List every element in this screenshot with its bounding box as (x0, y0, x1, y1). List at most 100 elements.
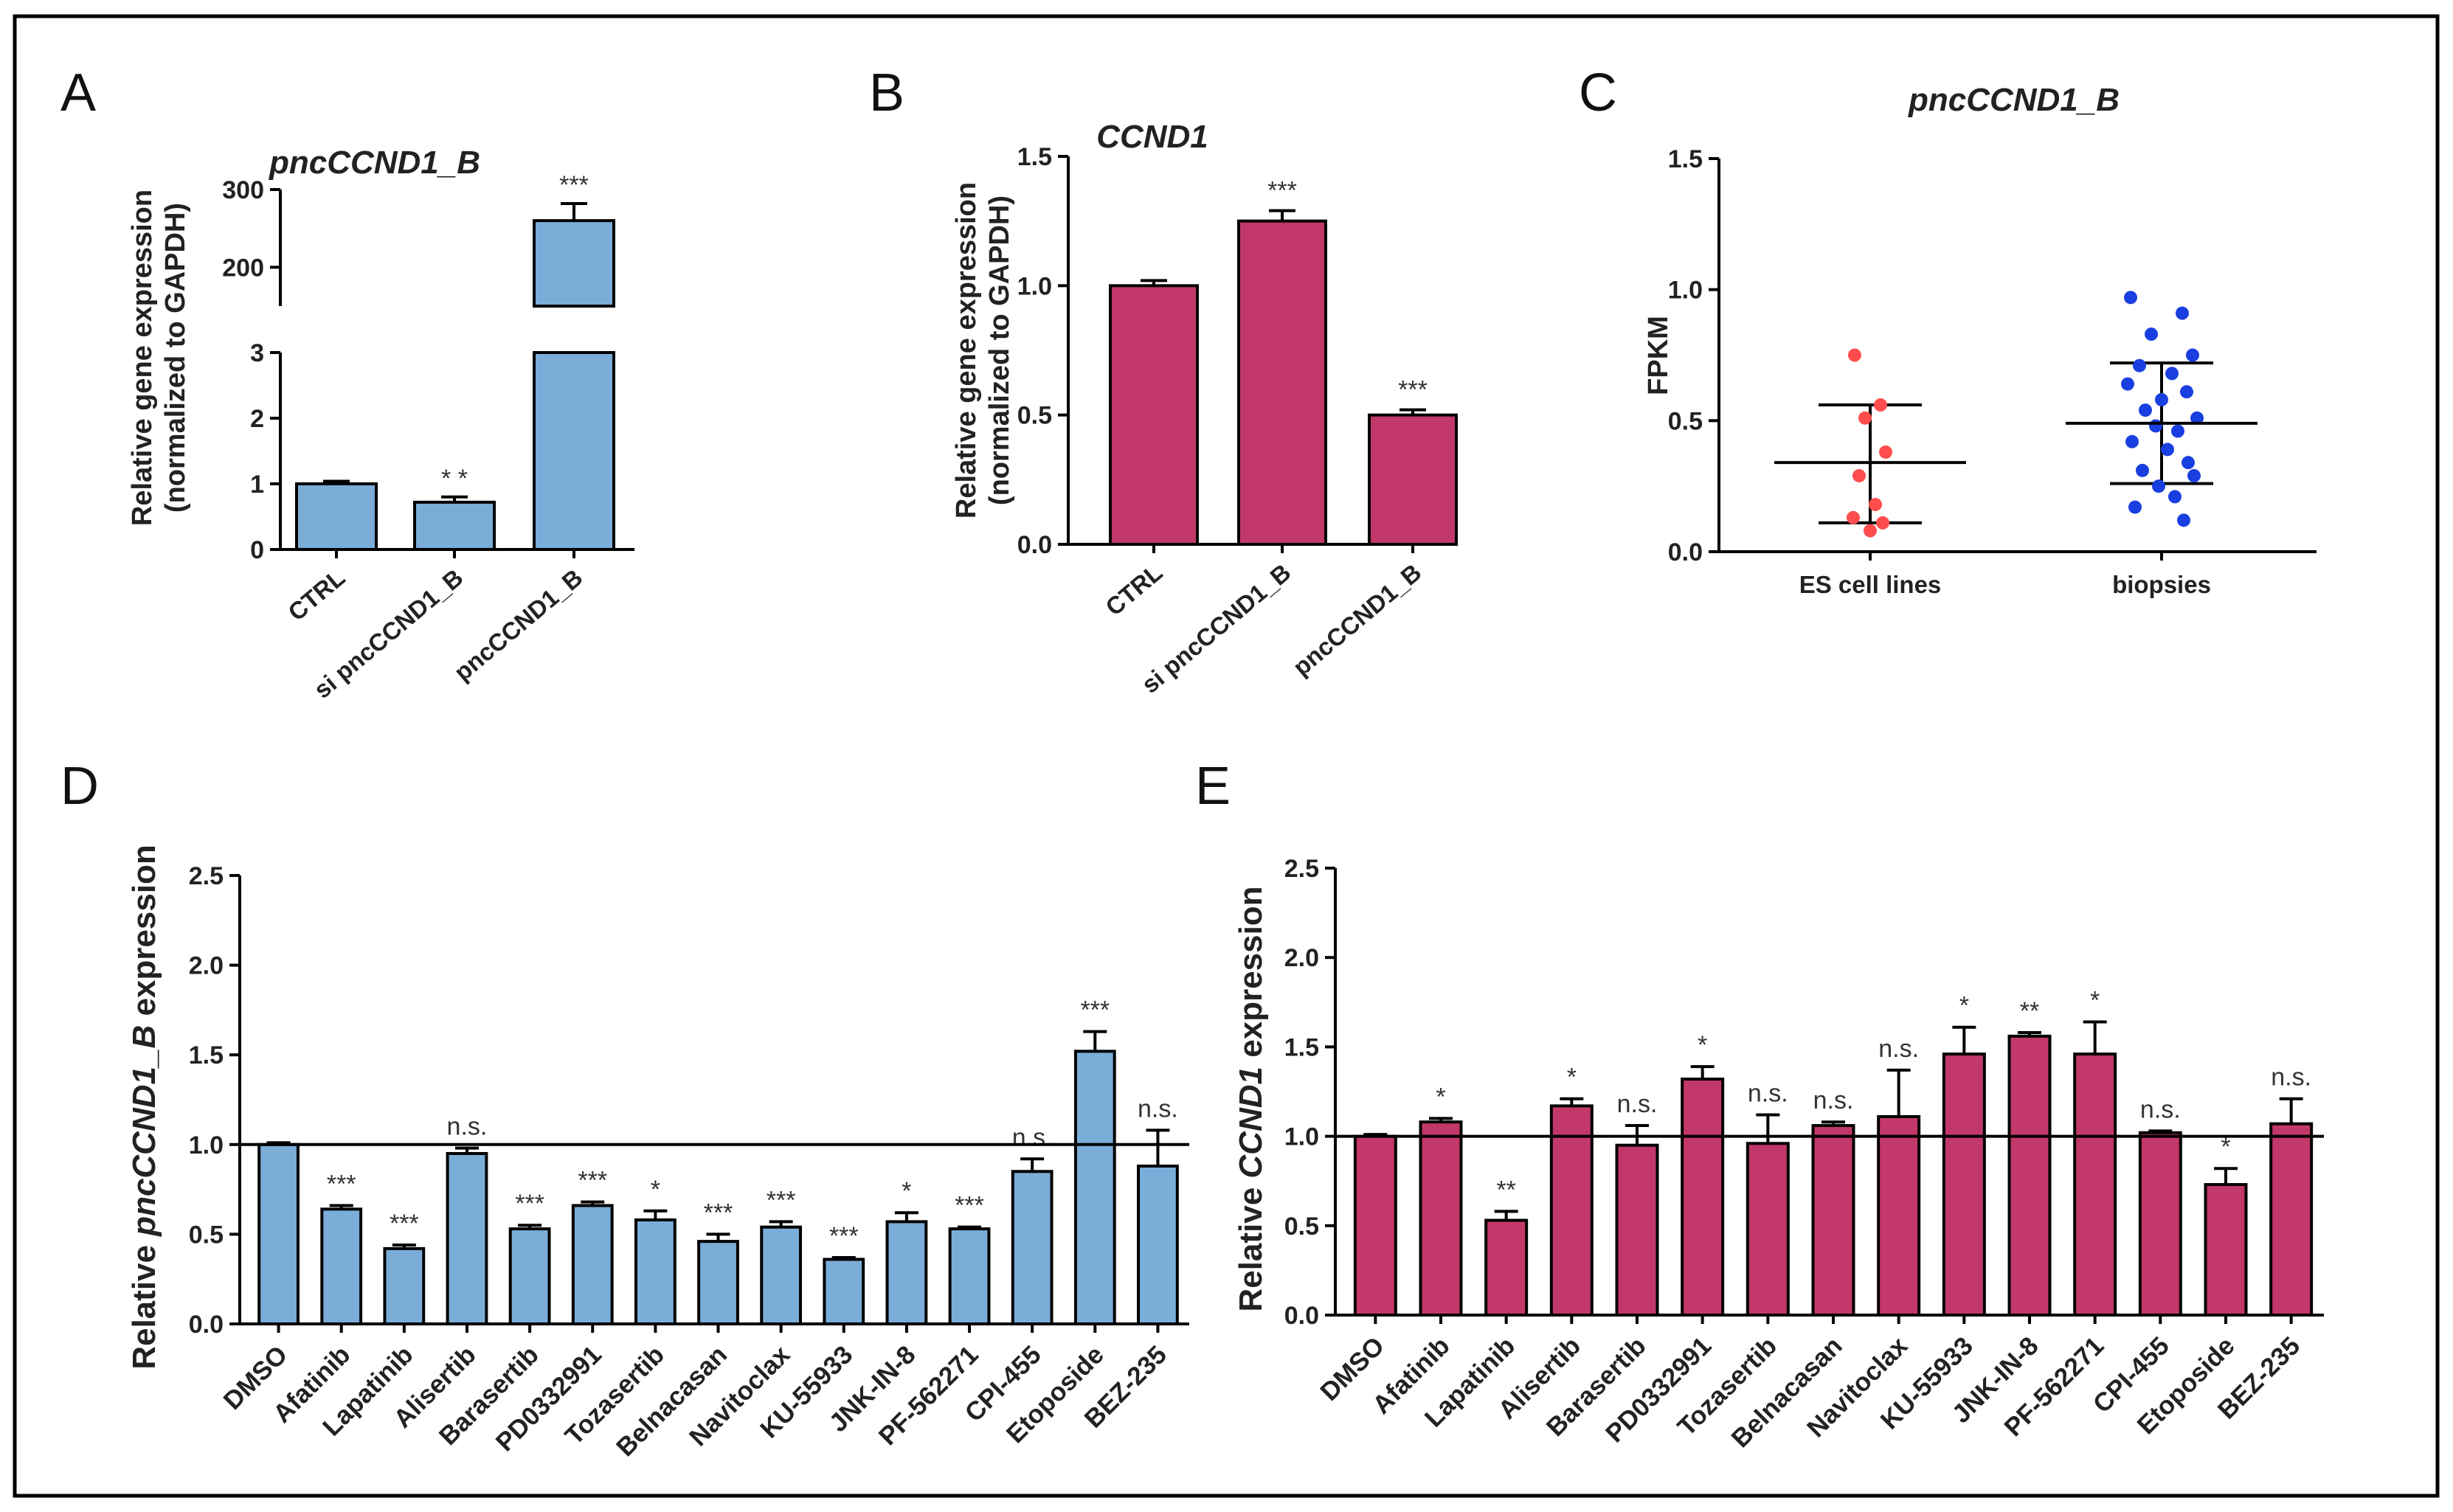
error-bar (1269, 209, 1295, 221)
significance-label: n.s. (447, 1113, 488, 1141)
data-point (1858, 411, 1872, 425)
bar (413, 500, 496, 551)
significance-label: * (2221, 1133, 2230, 1161)
bar (823, 1258, 865, 1325)
y-axis-label-line2: (normalized to GAPDH) (984, 195, 1015, 505)
error-bar (329, 1204, 353, 1210)
error-bar (958, 1225, 982, 1230)
error-bar (1020, 1157, 1045, 1172)
error-bar (2083, 1020, 2107, 1055)
significance-label: * (651, 1176, 660, 1204)
y-tick-label: 0.5 (189, 1221, 224, 1249)
figure-frame (13, 14, 2440, 1498)
bar (1877, 1114, 1921, 1317)
chart-d: Relative pncCCND1_B expression 0.0 0.5 1.0 1… (126, 845, 1189, 1462)
y-axis-label-part: Relative (1233, 1179, 1269, 1312)
significance-label: *** (559, 171, 589, 199)
significance-label: n.s. (1012, 1123, 1053, 1151)
data-point (2152, 479, 2165, 493)
bar (1942, 1052, 1986, 1317)
y-tick-label: 300 (222, 176, 264, 204)
y-axis-label-line1: Relative gene expression (951, 182, 982, 519)
bar (1811, 1124, 1855, 1317)
error-bar (2214, 1167, 2238, 1185)
significance-label: * (2090, 986, 2100, 1014)
significance-label: * (902, 1177, 911, 1205)
bar (1011, 1170, 1053, 1326)
bar (948, 1227, 991, 1325)
y-tick-label: 0.5 (1668, 407, 1703, 435)
data-point (2133, 358, 2146, 372)
y-tick-label: 0.5 (1017, 402, 1052, 430)
bar (295, 482, 378, 551)
error-bar (392, 1243, 416, 1249)
data-point (2190, 411, 2204, 425)
significance-label: * (1698, 1031, 1707, 1059)
significance-label: *** (767, 1186, 796, 1214)
bar (2007, 1034, 2052, 1317)
significance-label: *** (390, 1210, 419, 1238)
data-point (2180, 385, 2193, 399)
y-tick-label: 0.0 (1284, 1302, 1319, 1330)
error-bar (441, 495, 468, 502)
y-tick-label: 1 (250, 471, 264, 499)
significance-label: *** (1267, 177, 1297, 205)
bar (2204, 1183, 2248, 1317)
significance-label: n.s. (2271, 1064, 2311, 1092)
data-point (2136, 463, 2149, 477)
error-bar (518, 1224, 542, 1230)
data-point (1876, 516, 1889, 530)
y-axis-label-part: expression (1233, 886, 1269, 1067)
y-tick-label: 200 (222, 254, 264, 282)
bar (1073, 1050, 1116, 1326)
bar (1419, 1120, 1463, 1317)
error-bar (581, 1200, 605, 1206)
error-bar (1952, 1025, 1976, 1055)
y-tick-label: 0.0 (189, 1311, 224, 1339)
data-point (2149, 419, 2162, 433)
data-point (2155, 392, 2168, 406)
error-bar (769, 1220, 793, 1227)
data-point (2176, 306, 2189, 320)
y-tick-label: 1.5 (1284, 1033, 1319, 1061)
data-point (2177, 513, 2190, 527)
bar (2138, 1131, 2182, 1317)
data-point (2171, 424, 2184, 438)
panel-label-a: A (60, 63, 96, 122)
chart-e: Relative CCND1 expression 0.0 0.5 1.0 1.5 2.0… (1233, 855, 2324, 1453)
y-tick-label: 3 (250, 339, 264, 367)
error-bar (1083, 1030, 1107, 1052)
y-tick-label: 2.5 (189, 862, 224, 890)
chart-title: pncCCND1_B (269, 145, 480, 181)
y-axis-label: Relative pncCCND1_B expression (126, 845, 162, 1370)
chart-title: pncCCND1_B (1908, 82, 2120, 118)
chart-a: pncCCND1_B Relative gene expression (norma… (127, 145, 634, 704)
chart-c: pncCCND1_B FPKM 0.0 0.5 1.0 1.5 ES cell lines b… (1643, 82, 2317, 598)
significance-label: *** (829, 1222, 859, 1250)
panel-label-e: E (1195, 757, 1231, 816)
bar (1368, 413, 1458, 547)
data-point (2165, 367, 2179, 381)
y-axis-label-part: Relative (126, 1236, 162, 1370)
bar (1549, 1104, 1594, 1317)
error-bar (894, 1211, 918, 1222)
y-axis-label: Relative CCND1 expression (1233, 886, 1269, 1311)
significance-label: *** (955, 1192, 984, 1220)
error-bar (323, 479, 350, 484)
y-axis-label-part: CCND1 (1233, 1067, 1269, 1179)
bar (1109, 284, 1199, 546)
error-bar (1560, 1097, 1584, 1106)
y-tick-label: 1.0 (1284, 1123, 1319, 1151)
bar-lower (533, 351, 615, 551)
y-axis-label-part: pncCCND1_B (126, 1025, 162, 1237)
y-tick-label: 0.0 (1017, 531, 1052, 559)
error-bar (2018, 1031, 2041, 1036)
error-bar (1146, 1128, 1170, 1166)
data-point (1864, 524, 1877, 538)
bar (257, 1142, 300, 1326)
significance-label: *** (327, 1170, 356, 1198)
data-point (2186, 348, 2199, 362)
data-point (1869, 498, 1882, 512)
bar (2269, 1122, 2314, 1317)
